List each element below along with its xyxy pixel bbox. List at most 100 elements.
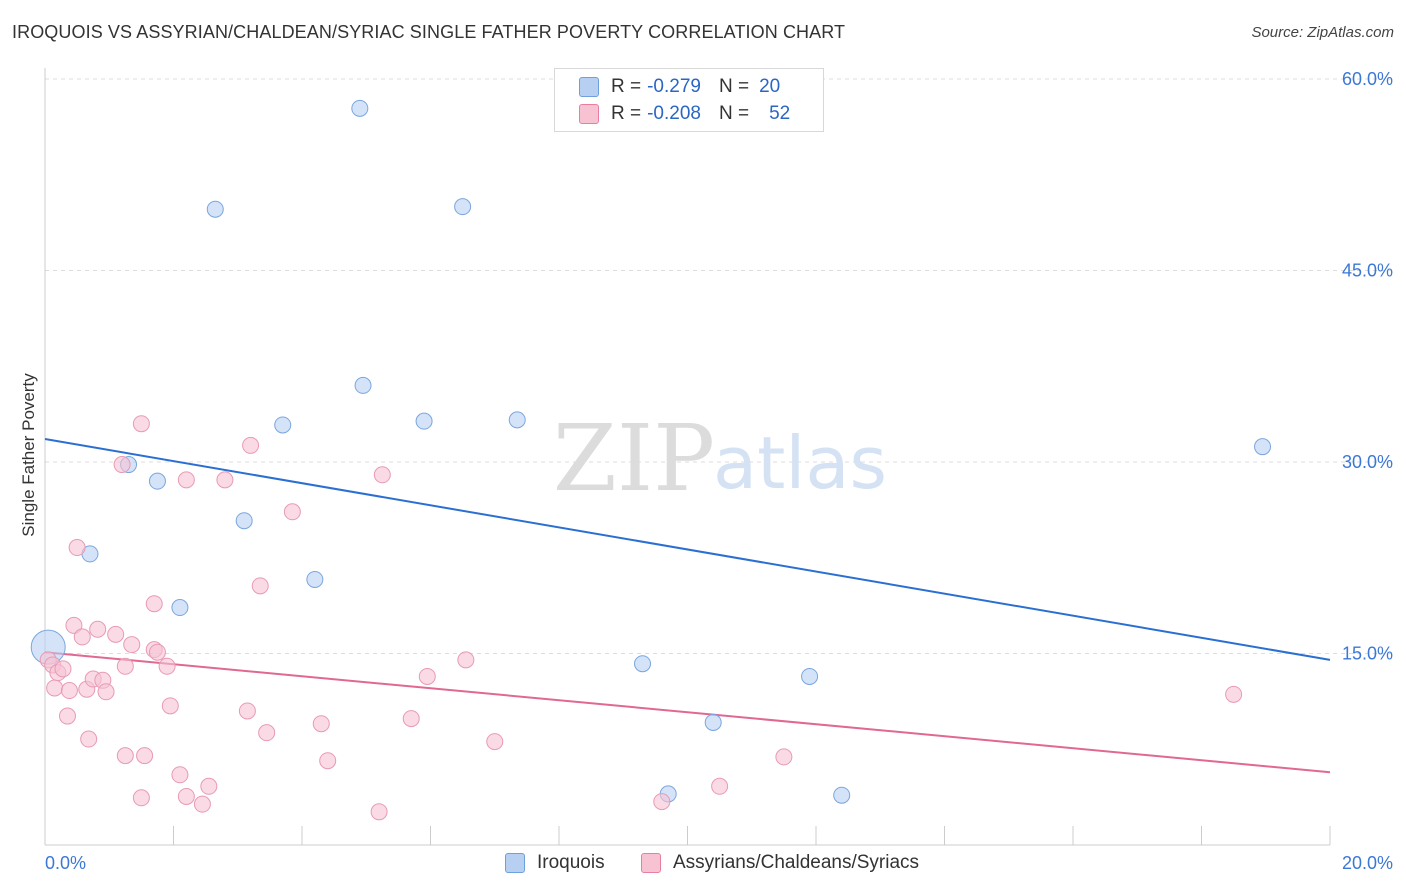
point-iroquois <box>454 198 472 216</box>
point-iroquois <box>833 786 851 804</box>
point-assyrians <box>46 679 64 697</box>
point-assyrians <box>132 415 150 433</box>
point-iroquois <box>306 570 324 588</box>
legend-r-value: -0.279 <box>647 76 701 97</box>
point-assyrians <box>242 436 260 454</box>
legend-r-label: R = <box>611 103 642 124</box>
legend-n-value: 52 <box>769 103 791 124</box>
point-iroquois <box>148 472 166 490</box>
point-assyrians <box>775 748 793 766</box>
point-assyrians <box>238 702 256 720</box>
y-tick-label: 15.0% <box>1342 644 1393 664</box>
point-assyrians <box>171 766 189 784</box>
point-iroquois <box>171 599 189 617</box>
point-assyrians <box>1225 685 1243 703</box>
point-assyrians <box>158 657 176 675</box>
point-assyrians <box>73 628 91 646</box>
point-iroquois <box>354 376 372 394</box>
point-assyrians <box>107 625 125 643</box>
point-assyrians <box>54 660 72 678</box>
point-assyrians <box>312 715 330 733</box>
point-assyrians <box>402 710 420 728</box>
source-label: Source: ZipAtlas.com <box>1251 24 1394 41</box>
point-iroquois <box>274 416 292 434</box>
y-tick-label: 45.0% <box>1342 261 1393 281</box>
point-assyrians <box>123 636 141 654</box>
point-assyrians <box>370 803 388 821</box>
legend-n-label: N = <box>718 76 750 97</box>
legend-n-value: 20 <box>759 76 781 97</box>
point-assyrians <box>216 471 234 489</box>
series-legend: Iroquois Assyrians/Chaldeans/Syriacs <box>0 852 1406 878</box>
point-assyrians <box>68 539 86 557</box>
axes <box>44 68 1331 846</box>
legend-n-label: N = <box>718 103 750 124</box>
series-legend-iroquois[interactable]: Iroquois <box>505 852 605 874</box>
point-assyrians <box>177 787 195 805</box>
point-iroquois <box>508 411 526 429</box>
point-assyrians <box>373 466 391 484</box>
series-swatch-assyrians <box>641 853 661 873</box>
point-iroquois <box>1254 438 1272 456</box>
point-assyrians <box>89 620 107 638</box>
point-iroquois <box>801 667 819 685</box>
x-tick-label: 0.0% <box>45 853 86 873</box>
series-label-assyrians: Assyrians/Chaldeans/Syriacs <box>673 852 920 873</box>
trend-lines <box>44 438 1331 774</box>
point-assyrians <box>80 730 98 748</box>
legend-swatch-assyrians <box>579 104 599 124</box>
point-assyrians <box>148 643 166 661</box>
point-assyrians <box>145 595 163 613</box>
point-assyrians <box>161 697 179 715</box>
legend-r-value: -0.208 <box>647 103 701 124</box>
point-assyrians <box>60 682 78 700</box>
point-assyrians <box>711 777 729 795</box>
series-legend-assyrians[interactable]: Assyrians/Chaldeans/Syriacs <box>641 852 919 874</box>
trend-line-iroquois <box>44 438 1331 661</box>
point-iroquois <box>235 512 253 530</box>
point-assyrians <box>177 471 195 489</box>
point-assyrians <box>457 651 475 669</box>
point-iroquois <box>351 99 369 117</box>
chart-title: IROQUOIS VS ASSYRIAN/CHALDEAN/SYRIAC SIN… <box>12 22 846 42</box>
point-assyrians <box>136 747 154 765</box>
point-assyrians <box>116 657 134 675</box>
correlation-legend: R = -0.279 N = 20 R = -0.208 N = 52 <box>554 68 824 132</box>
x-tick-label: 20.0% <box>1342 853 1393 873</box>
y-tick-label: 60.0% <box>1342 69 1393 89</box>
point-assyrians <box>193 795 211 813</box>
series-swatch-iroquois <box>505 853 525 873</box>
tick-labels: 15.0% 30.0% 45.0% 60.0% 0.0% 20.0% <box>45 69 1393 873</box>
point-iroquois <box>704 713 722 731</box>
legend-r-label: R = <box>611 76 642 97</box>
point-assyrians <box>283 503 301 521</box>
point-assyrians <box>132 789 150 807</box>
point-iroquois <box>634 655 652 673</box>
point-iroquois <box>415 412 433 430</box>
y-axis-label: Single Father Poverty <box>19 373 38 537</box>
watermark-zip: ZIP <box>553 405 715 512</box>
legend-swatch-iroquois <box>579 77 599 97</box>
point-assyrians <box>418 667 436 685</box>
series-label-iroquois: Iroquois <box>537 852 605 873</box>
point-assyrians <box>200 777 218 795</box>
point-assyrians <box>251 577 269 595</box>
point-assyrians <box>319 752 337 770</box>
point-assyrians <box>97 683 115 701</box>
point-iroquois <box>206 200 224 218</box>
watermark: ZIP atlas <box>553 405 887 512</box>
point-assyrians <box>113 456 131 474</box>
point-assyrians <box>116 747 134 765</box>
point-assyrians <box>65 616 83 634</box>
legend-row-assyrians: R = -0.208 N = 52 <box>579 101 790 127</box>
trend-line-assyrians <box>44 651 1331 774</box>
point-assyrians <box>258 724 276 742</box>
watermark-atlas: atlas <box>713 421 887 505</box>
legend-row-iroquois: R = -0.279 N = 20 <box>579 74 780 100</box>
data-points <box>30 99 1272 821</box>
y-tick-label: 30.0% <box>1342 452 1393 472</box>
point-assyrians <box>486 733 504 751</box>
point-assyrians <box>653 793 671 811</box>
point-assyrians <box>58 707 76 725</box>
